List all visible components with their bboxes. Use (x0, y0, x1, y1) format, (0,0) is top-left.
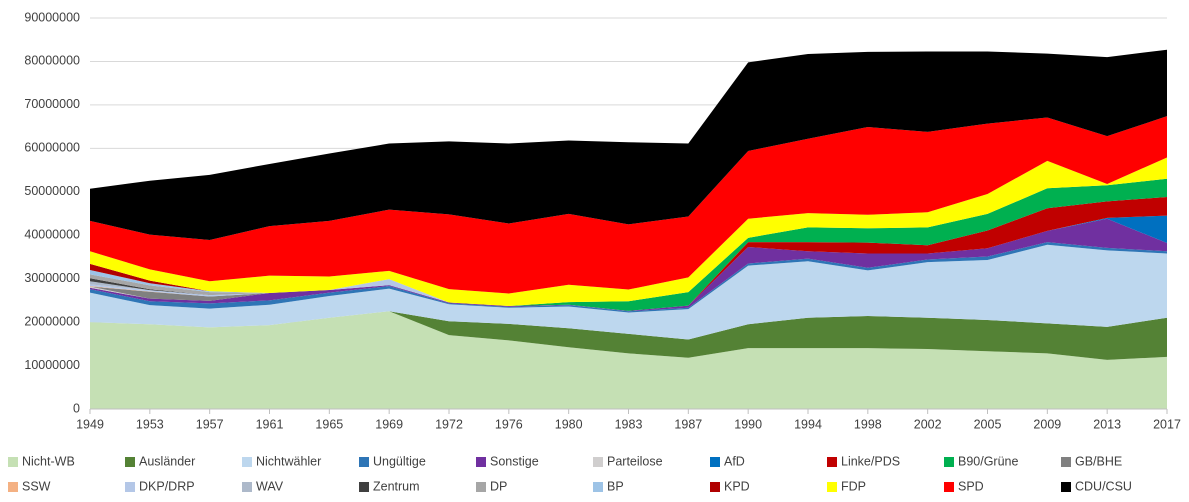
legend-swatch (710, 457, 720, 467)
x-tick-label: 1969 (375, 417, 403, 431)
area (90, 218, 1167, 312)
legend-label: Linke/PDS (841, 454, 900, 468)
legend-label: Ungültige (373, 454, 426, 468)
x-tick-label: 1980 (555, 417, 583, 431)
x-tick-label: 2002 (914, 417, 942, 431)
x-tick-label: 1965 (315, 417, 343, 431)
x-tick-label: 2009 (1033, 417, 1061, 431)
legend-swatch (710, 482, 720, 492)
legend-label: Nicht-WB (22, 454, 75, 468)
legend-swatch (125, 482, 135, 492)
area (90, 196, 1167, 311)
legend-swatch (242, 482, 252, 492)
x-tick-label: 2013 (1093, 417, 1121, 431)
y-tick-label: 10000000 (24, 358, 80, 372)
x-tick-label: 1961 (256, 417, 284, 431)
legend-label: SPD (958, 479, 984, 493)
area (90, 242, 1167, 313)
x-tick-label: 1998 (854, 417, 882, 431)
legend-label: B90/Grüne (958, 454, 1019, 468)
x-tick-label: 1983 (615, 417, 643, 431)
area (90, 311, 1167, 409)
legend-label: Zentrum (373, 479, 420, 493)
area (90, 49, 1167, 241)
area (90, 178, 1167, 311)
y-tick-label: 70000000 (24, 97, 80, 111)
legend-label: BP (607, 479, 624, 493)
legend-swatch (1061, 457, 1071, 467)
y-tick-label: 30000000 (24, 271, 80, 285)
legend-swatch (476, 457, 486, 467)
legend-label: Ausländer (139, 454, 195, 468)
legend-swatch (944, 482, 954, 492)
y-tick-label: 60000000 (24, 141, 80, 155)
area (90, 116, 1167, 294)
legend-swatch (242, 457, 252, 467)
legend-swatch (593, 457, 603, 467)
legend-swatch (944, 457, 954, 467)
y-tick-label: 50000000 (24, 184, 80, 198)
legend-label: WAV (256, 479, 284, 493)
y-tick-label: 90000000 (24, 10, 80, 24)
x-tick-label: 1987 (674, 417, 702, 431)
legend-swatch (476, 482, 486, 492)
area (90, 244, 1167, 340)
legend-swatch (125, 457, 135, 467)
legend-swatch (359, 457, 369, 467)
legend-label: CDU/CSU (1075, 479, 1132, 493)
legend-swatch (8, 457, 18, 467)
x-tick-label: 1990 (734, 417, 762, 431)
y-tick-label: 80000000 (24, 54, 80, 68)
legend-label: AfD (724, 454, 745, 468)
x-tick-label: 1994 (794, 417, 822, 431)
legend-swatch (359, 482, 369, 492)
legend-swatch (593, 482, 603, 492)
legend-swatch (1061, 482, 1071, 492)
y-tick-label: 20000000 (24, 314, 80, 328)
x-tick-label: 1949 (76, 417, 104, 431)
area (90, 311, 1167, 360)
y-tick-label: 40000000 (24, 228, 80, 242)
legend-label: SSW (22, 479, 51, 493)
legend-label: KPD (724, 479, 750, 493)
x-tick-label: 1972 (435, 417, 463, 431)
x-tick-label: 1953 (136, 417, 164, 431)
legend-label: FDP (841, 479, 866, 493)
legend-label: GB/BHE (1075, 454, 1122, 468)
legend-swatch (8, 482, 18, 492)
legend-swatch (827, 482, 837, 492)
area (90, 178, 1167, 307)
legend-label: DP (490, 479, 507, 493)
legend-label: Parteilose (607, 454, 663, 468)
x-tick-label: 2017 (1153, 417, 1181, 431)
legend-label: Sonstige (490, 454, 539, 468)
area (90, 157, 1167, 307)
x-tick-label: 2005 (974, 417, 1002, 431)
y-tick-label: 0 (73, 401, 80, 415)
legend-label: Nichtwähler (256, 454, 321, 468)
x-tick-label: 1976 (495, 417, 523, 431)
legend-label: DKP/DRP (139, 479, 195, 493)
legend-swatch (827, 457, 837, 467)
x-tick-label: 1957 (196, 417, 224, 431)
